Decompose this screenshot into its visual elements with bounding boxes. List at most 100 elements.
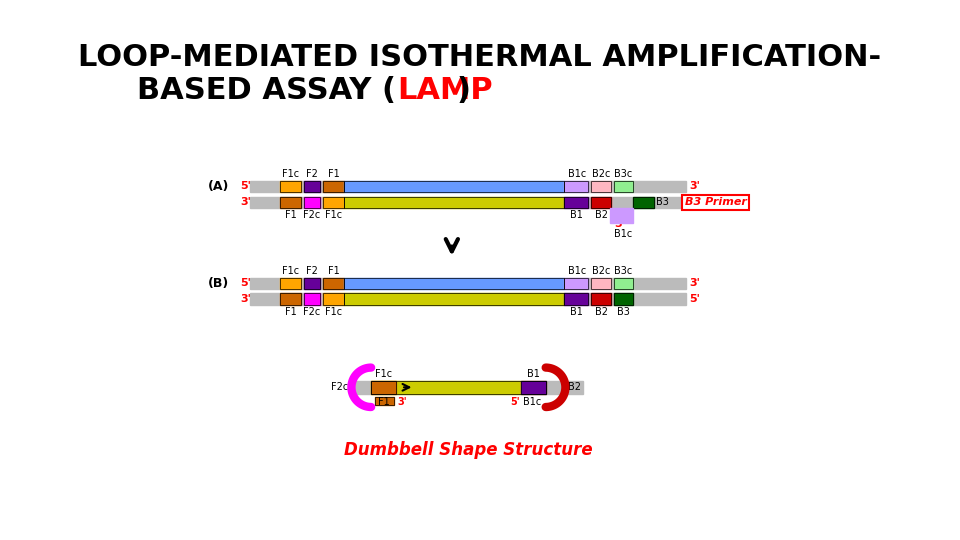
Text: B1: B1 (570, 307, 583, 316)
Bar (344, 278, 564, 289)
Bar (344, 197, 564, 208)
Bar (280, 181, 300, 192)
Text: (B): (B) (208, 276, 229, 289)
Text: B3: B3 (657, 198, 669, 207)
Bar (564, 197, 588, 208)
Bar (324, 181, 344, 192)
Bar (303, 278, 321, 289)
Text: B2: B2 (594, 307, 608, 316)
Text: 3': 3' (689, 181, 700, 192)
Text: B1: B1 (570, 210, 583, 220)
Text: F1c: F1c (282, 169, 299, 179)
Bar (280, 197, 300, 208)
Bar (564, 293, 588, 305)
Bar (375, 397, 394, 405)
Polygon shape (610, 208, 633, 223)
Text: F2c: F2c (303, 307, 321, 316)
Bar (251, 278, 686, 289)
Text: F1: F1 (327, 266, 340, 275)
Text: (A): (A) (208, 180, 229, 193)
Bar (564, 293, 588, 305)
Text: F1: F1 (284, 210, 297, 220)
Bar (590, 197, 612, 208)
Bar (614, 278, 633, 289)
Text: 5': 5' (689, 294, 700, 304)
Bar (564, 197, 588, 208)
Text: 3': 3' (689, 278, 700, 288)
Text: B2c: B2c (592, 169, 611, 179)
Bar (633, 197, 654, 208)
Bar (251, 293, 686, 305)
Bar (303, 197, 321, 208)
Text: ): ) (457, 76, 470, 105)
Bar (344, 181, 564, 192)
Bar (344, 293, 564, 305)
Bar (344, 197, 564, 208)
Bar (590, 293, 612, 305)
Bar (303, 197, 321, 208)
Text: Dumbbell Shape Structure: Dumbbell Shape Structure (345, 441, 593, 459)
Text: B2: B2 (568, 382, 581, 392)
Bar (324, 197, 344, 208)
Bar (303, 278, 321, 289)
Text: F2: F2 (306, 266, 318, 275)
Bar (375, 397, 394, 405)
Text: LAMP: LAMP (397, 76, 493, 105)
Text: B2: B2 (594, 210, 608, 220)
Bar (344, 181, 564, 192)
Text: B1c: B1c (523, 397, 541, 407)
Text: F1c: F1c (282, 266, 299, 275)
Text: B3c: B3c (614, 266, 633, 275)
Bar (614, 181, 633, 192)
Text: F1: F1 (327, 169, 340, 179)
Bar (280, 197, 300, 208)
Text: B3: B3 (617, 307, 630, 316)
Bar (564, 278, 588, 289)
Bar (303, 181, 321, 192)
Bar (303, 181, 321, 192)
Bar (280, 181, 300, 192)
Text: F2: F2 (306, 169, 318, 179)
Text: B1: B1 (527, 369, 540, 379)
Text: F2c: F2c (303, 210, 321, 220)
Bar (324, 197, 344, 208)
Bar (280, 293, 300, 305)
Text: 5': 5' (614, 219, 625, 230)
Text: BASED ASSAY (: BASED ASSAY ( (136, 76, 396, 105)
Text: 5': 5' (510, 397, 519, 407)
Text: 3': 3' (240, 198, 251, 207)
Text: B2c: B2c (592, 266, 611, 275)
Bar (590, 197, 612, 208)
Bar (590, 181, 612, 192)
Bar (324, 278, 344, 289)
Bar (633, 197, 654, 208)
Bar (324, 293, 344, 305)
Text: 3': 3' (397, 397, 407, 407)
Bar (251, 197, 686, 208)
Bar (303, 293, 321, 305)
Text: B1c: B1c (567, 169, 586, 179)
Text: 5': 5' (240, 181, 251, 192)
Text: 3': 3' (240, 294, 251, 304)
Bar (280, 293, 300, 305)
Bar (590, 278, 612, 289)
Bar (324, 181, 344, 192)
Bar (280, 278, 300, 289)
Text: F1c: F1c (325, 210, 342, 220)
Bar (521, 381, 545, 394)
Bar (324, 278, 344, 289)
Bar (303, 293, 321, 305)
Text: 5': 5' (240, 278, 251, 288)
Bar (344, 278, 564, 289)
Bar (372, 381, 545, 394)
Bar (372, 381, 396, 394)
Bar (280, 278, 300, 289)
Text: B1c: B1c (614, 229, 633, 239)
Bar (251, 181, 686, 192)
Text: B3 Primer: B3 Primer (684, 198, 747, 207)
Text: B3c: B3c (614, 169, 633, 179)
Bar (521, 381, 545, 394)
Text: LOOP-MEDIATED ISOTHERMAL AMPLIFICATION-: LOOP-MEDIATED ISOTHERMAL AMPLIFICATION- (79, 43, 881, 72)
Bar (344, 293, 564, 305)
Text: F1: F1 (284, 307, 297, 316)
